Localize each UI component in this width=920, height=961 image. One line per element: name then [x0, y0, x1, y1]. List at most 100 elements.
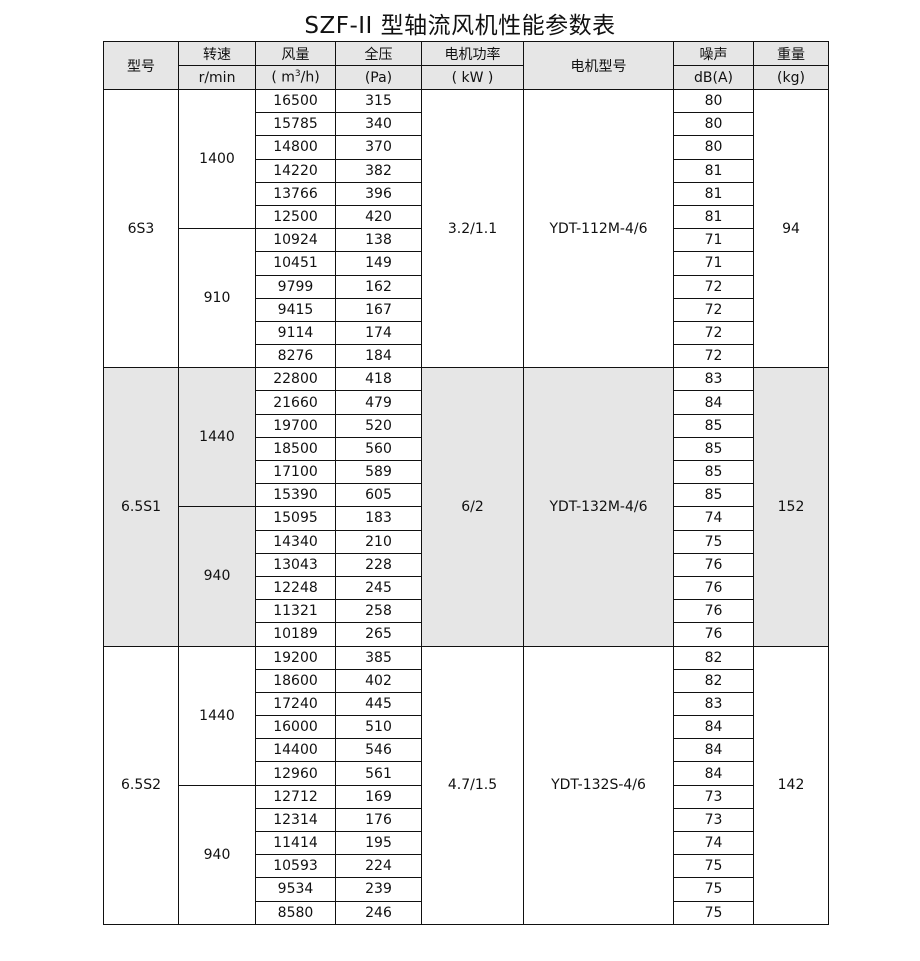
flow-cell: 18600: [255, 668, 336, 693]
table-row: 9114 174 72: [104, 320, 829, 346]
pressure-cell: 445: [335, 691, 422, 717]
noise-cell: 72: [673, 320, 754, 346]
noise-cell: 82: [673, 668, 754, 693]
noise-cell: 74: [673, 830, 754, 856]
pressure-cell: 479: [335, 390, 422, 415]
pressure-cell: 167: [335, 297, 422, 322]
weight-cell: 152: [753, 367, 829, 647]
header-pressure: 全压: [335, 41, 422, 66]
flow-cell: 10189: [255, 622, 336, 647]
noise-cell: 75: [673, 854, 754, 879]
flow-unit-text: ( m: [271, 69, 295, 86]
header-noise-unit: dB(A): [673, 65, 754, 90]
pressure-cell: 546: [335, 738, 422, 763]
table-row: 940 12712 169 73: [104, 784, 829, 925]
noise-cell: 85: [673, 483, 754, 508]
pressure-cell: 510: [335, 715, 422, 740]
flow-cell: 15390: [255, 483, 336, 508]
noise-cell: 74: [673, 506, 754, 531]
noise-cell: 80: [673, 88, 754, 114]
speed-cell: 1400: [178, 88, 256, 230]
pressure-cell: 228: [335, 552, 422, 577]
model-cell: 6.5S2: [103, 645, 179, 925]
table-row: 6S3 1400 16500 315 3.2/1.1 YDT-112M-4/6 80 94: [103, 88, 829, 369]
flow-cell: 17100: [255, 459, 336, 485]
table-row: 8580 246 75: [104, 900, 829, 925]
model-cell: 6.5S1: [103, 367, 179, 647]
flow-cell: 11414: [255, 830, 336, 856]
flow-cell: 12248: [255, 575, 336, 601]
pressure-cell: 420: [335, 204, 422, 230]
noise-cell: 72: [673, 297, 754, 322]
flow-cell: 9534: [255, 877, 336, 902]
noise-cell: 84: [673, 715, 754, 740]
speed-cell: 1440: [178, 367, 256, 508]
pressure-cell: 561: [335, 761, 422, 786]
flow-cell: 19200: [255, 645, 336, 670]
noise-cell: 82: [673, 645, 754, 670]
pressure-cell: 258: [335, 599, 422, 624]
header-noise: 噪声: [673, 41, 754, 66]
table-row: 12960 561 84: [104, 761, 829, 786]
pressure-cell: 605: [335, 483, 422, 508]
pressure-cell: 224: [335, 854, 422, 879]
pressure-cell: 162: [335, 274, 422, 299]
pressure-cell: 195: [335, 830, 422, 856]
speed-cell: 910: [178, 228, 256, 369]
noise-cell: 84: [673, 390, 754, 415]
power-cell: 4.7/1.5: [421, 645, 524, 925]
header-model: 型号: [103, 41, 179, 90]
table-row: 14800 370 80: [104, 135, 829, 160]
noise-cell: 83: [673, 691, 754, 717]
noise-cell: 72: [673, 344, 754, 369]
speed-cell: 1440: [178, 645, 256, 786]
model-cell: 6S3: [103, 88, 179, 369]
noise-cell: 85: [673, 459, 754, 485]
flow-cell: 8580: [255, 900, 336, 925]
pressure-cell: 245: [335, 575, 422, 601]
table-row: 14220 382 81: [104, 158, 829, 183]
noise-cell: 81: [673, 181, 754, 206]
header-pressure-unit: (Pa): [335, 65, 422, 90]
table-row: 14400 546 84: [104, 738, 829, 763]
flow-cell: 11321: [255, 599, 336, 624]
flow-cell: 17240: [255, 691, 336, 717]
flow-cell: 15785: [255, 112, 336, 137]
pressure-cell: 210: [335, 529, 422, 554]
table-row: 11414 195 74: [104, 830, 829, 856]
noise-cell: 71: [673, 228, 754, 253]
pressure-cell: 560: [335, 436, 422, 462]
flow-cell: 14800: [255, 135, 336, 160]
table-row: 18600 402 82: [104, 668, 829, 693]
noise-cell: 75: [673, 900, 754, 925]
table-row: 8276 184 72: [104, 344, 829, 369]
noise-cell: 83: [673, 367, 754, 392]
table-row: 15785 340 80: [104, 112, 829, 137]
pressure-cell: 239: [335, 877, 422, 902]
flow-cell: 13043: [255, 552, 336, 577]
pressure-cell: 176: [335, 807, 422, 833]
flow-cell: 14400: [255, 738, 336, 763]
pressure-cell: 340: [335, 112, 422, 137]
noise-cell: 80: [673, 135, 754, 160]
table-row: 6.5S2 1440 19200 385 4.7/1.5 YDT-132S-4/6 82 14…: [103, 645, 829, 925]
pressure-cell: 396: [335, 181, 422, 206]
header-weight: 重量: [753, 41, 829, 66]
performance-table: 型号 转速 风量 全压 电机功率 电机型号 噪声 重量 r/min ( m3/h…: [103, 41, 829, 925]
noise-cell: 72: [673, 274, 754, 299]
flow-cell: 16000: [255, 715, 336, 740]
noise-cell: 76: [673, 622, 754, 647]
pressure-cell: 589: [335, 459, 422, 485]
flow-cell: 10924: [255, 228, 336, 253]
speed-cell: 940: [178, 506, 256, 647]
header-motor: 电机型号: [523, 41, 674, 90]
power-cell: 6/2: [421, 367, 524, 647]
flow-cell: 21660: [255, 390, 336, 415]
flow-cell: 22800: [255, 367, 336, 392]
flow-cell: 13766: [255, 181, 336, 206]
noise-cell: 84: [673, 738, 754, 763]
noise-cell: 71: [673, 251, 754, 276]
table-row: 910 10924 138 71: [104, 228, 829, 369]
noise-cell: 76: [673, 575, 754, 601]
flow-cell: 16500: [255, 88, 336, 114]
